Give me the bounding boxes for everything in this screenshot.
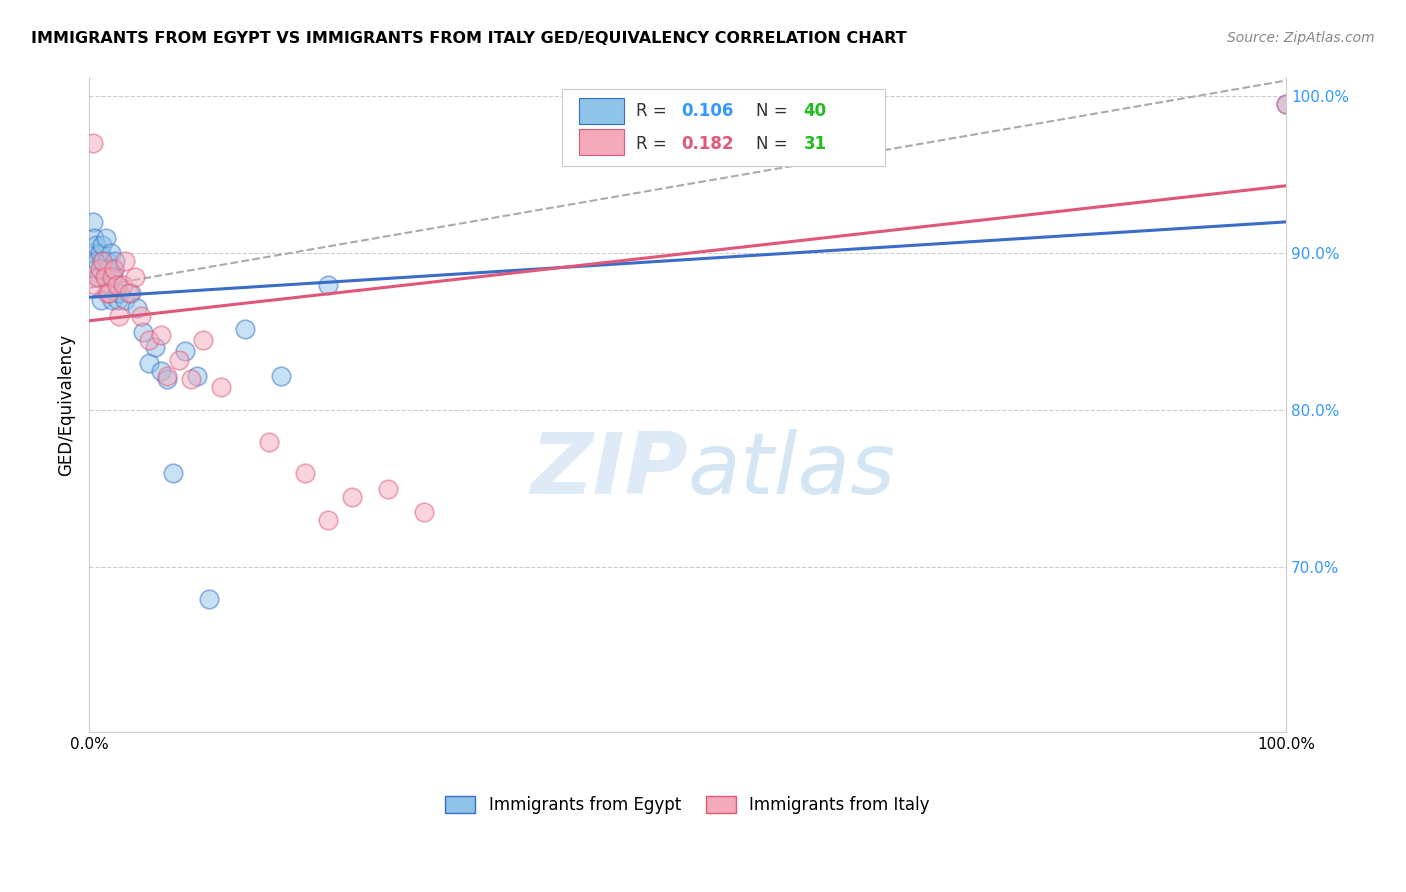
Point — [87, 269, 110, 284]
Point — [209, 380, 232, 394]
Point — [82, 215, 104, 229]
Point — [84, 262, 107, 277]
Point — [98, 277, 121, 292]
Point — [191, 333, 214, 347]
Point — [93, 269, 115, 284]
Point — [186, 368, 208, 383]
Text: N =: N = — [756, 103, 793, 120]
Text: atlas: atlas — [688, 429, 896, 512]
FancyBboxPatch shape — [579, 129, 624, 155]
Point — [117, 285, 139, 300]
Point — [149, 327, 172, 342]
Text: Source: ZipAtlas.com: Source: ZipAtlas.com — [1227, 31, 1375, 45]
Point — [377, 482, 399, 496]
Point — [342, 490, 364, 504]
Point — [120, 285, 142, 300]
Point — [100, 246, 122, 260]
Point — [114, 293, 136, 308]
Point — [125, 301, 148, 316]
Point — [90, 293, 112, 308]
Point — [86, 254, 108, 268]
Text: R =: R = — [636, 135, 672, 153]
Point — [101, 269, 124, 284]
Point — [96, 254, 118, 268]
Text: N =: N = — [756, 135, 793, 153]
Legend: Immigrants from Egypt, Immigrants from Italy: Immigrants from Egypt, Immigrants from I… — [439, 789, 936, 821]
Point — [124, 269, 146, 284]
Point — [103, 262, 125, 277]
Point — [105, 277, 128, 292]
Point — [257, 434, 280, 449]
Point — [270, 368, 292, 383]
Point — [82, 136, 104, 151]
Point — [129, 309, 152, 323]
Point — [318, 513, 340, 527]
Point — [111, 277, 134, 292]
Point — [101, 293, 124, 308]
Point — [89, 262, 111, 277]
Point — [413, 505, 436, 519]
Text: ZIP: ZIP — [530, 429, 688, 512]
Point — [156, 368, 179, 383]
Point — [138, 356, 160, 370]
Point — [294, 466, 316, 480]
Point — [93, 254, 115, 268]
Point — [114, 254, 136, 268]
Point — [84, 238, 107, 252]
Point — [149, 364, 172, 378]
Point — [143, 341, 166, 355]
Point — [180, 372, 202, 386]
Point — [83, 230, 105, 244]
Point — [1275, 97, 1298, 112]
FancyBboxPatch shape — [562, 88, 884, 166]
Point — [167, 353, 190, 368]
Point — [80, 246, 103, 260]
Point — [107, 293, 129, 308]
Text: 0.106: 0.106 — [682, 103, 734, 120]
Point — [104, 254, 127, 268]
Point — [105, 277, 128, 292]
Point — [97, 262, 120, 277]
Point — [86, 269, 108, 284]
Point — [91, 238, 114, 252]
Point — [96, 285, 118, 300]
Text: IMMIGRANTS FROM EGYPT VS IMMIGRANTS FROM ITALY GED/EQUIVALENCY CORRELATION CHART: IMMIGRANTS FROM EGYPT VS IMMIGRANTS FROM… — [31, 31, 907, 46]
Point — [101, 269, 124, 284]
Point — [162, 466, 184, 480]
Point — [103, 262, 125, 277]
Point — [233, 321, 256, 335]
Text: 31: 31 — [804, 135, 827, 153]
Y-axis label: GED/Equivalency: GED/Equivalency — [58, 334, 75, 475]
Point — [94, 230, 117, 244]
FancyBboxPatch shape — [579, 98, 624, 124]
Point — [89, 246, 111, 260]
Point — [84, 277, 107, 292]
Text: 0.182: 0.182 — [682, 135, 734, 153]
Point — [156, 372, 179, 386]
Point — [93, 269, 115, 284]
Point — [132, 325, 155, 339]
Point — [1275, 97, 1298, 112]
Point — [108, 285, 131, 300]
Text: 40: 40 — [804, 103, 827, 120]
Point — [197, 591, 219, 606]
Point — [173, 343, 195, 358]
Point — [91, 254, 114, 268]
Text: R =: R = — [636, 103, 672, 120]
Point — [318, 277, 340, 292]
Point — [98, 285, 121, 300]
Point — [108, 309, 131, 323]
Point — [138, 333, 160, 347]
